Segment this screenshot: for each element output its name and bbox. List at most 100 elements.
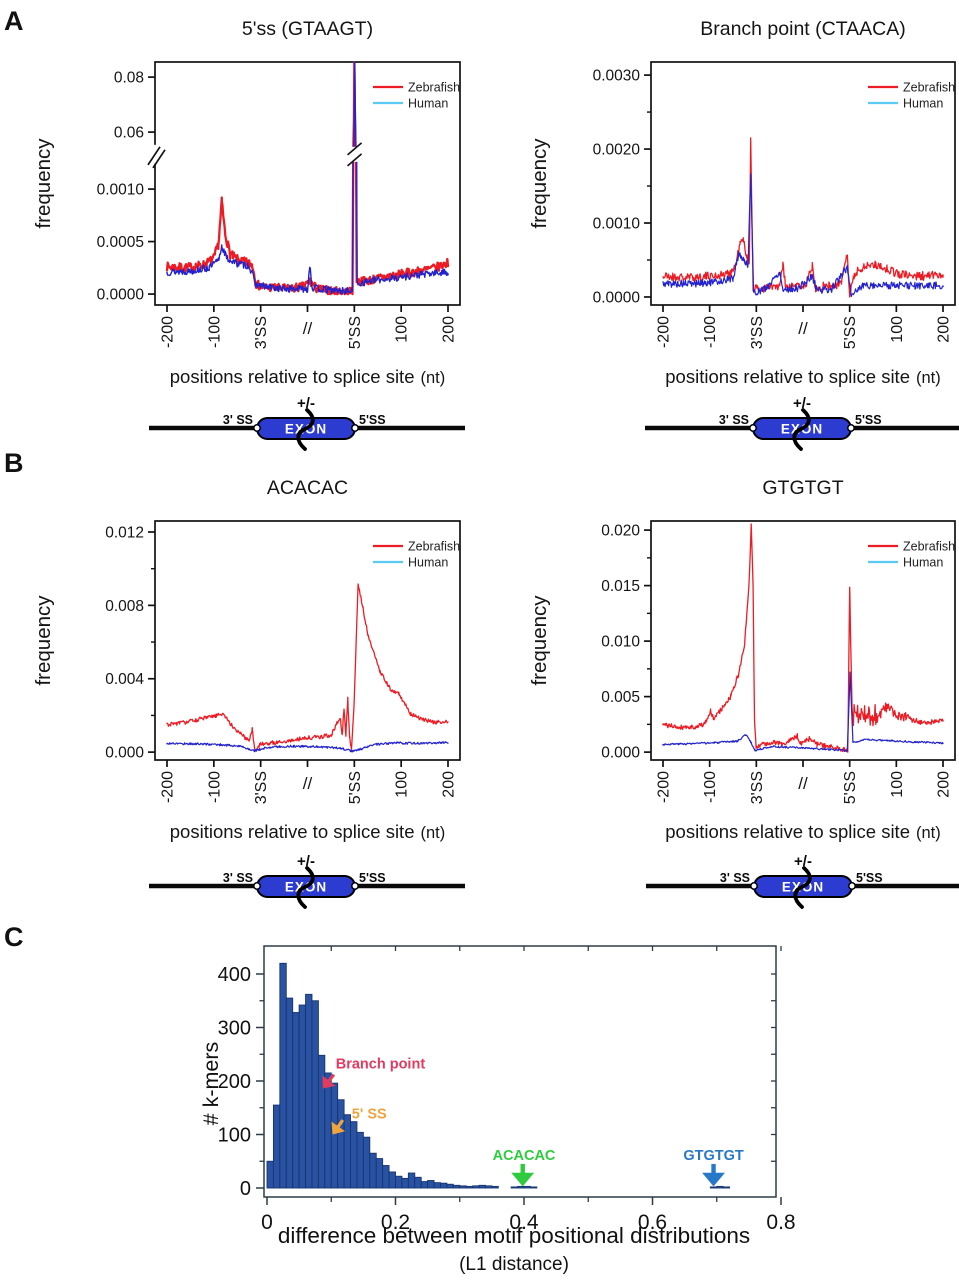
legend-label-human: Human xyxy=(408,556,448,570)
histogram-bar xyxy=(375,1158,384,1189)
exon-5ss-label: 5'SS xyxy=(359,871,386,885)
legend-label-zebrafish: Zebrafish xyxy=(408,81,460,95)
a_left-title: 5'ss (GTAAGT) xyxy=(242,18,373,40)
b_right-ytick-label: 0.020 xyxy=(601,523,640,540)
hist-xtick-label: 0.2 xyxy=(381,1211,410,1234)
b_left-xtick-label: -100 xyxy=(206,771,223,803)
chart-acacac: ACACAC frequency 0.000 0.004 0.008 0.012 -200 -… xyxy=(32,477,461,842)
a_right-series-human xyxy=(662,173,944,297)
histogram-bar xyxy=(395,1175,403,1189)
spike-break-gap xyxy=(349,146,360,162)
histogram-bar xyxy=(478,1184,486,1189)
annotation-arrow-head xyxy=(511,1172,535,1187)
histogram-bars xyxy=(266,962,731,1189)
b_left-xtick-label: 100 xyxy=(394,771,411,798)
exon-3ss-label: 3' SS xyxy=(223,413,253,427)
a_left-ytick-label: 0.06 xyxy=(114,125,144,142)
exon-5ss-label: 5'SS xyxy=(855,413,882,427)
a_right-series-zebrafish xyxy=(662,137,944,298)
histogram-bar xyxy=(472,1185,480,1189)
b_left-series-human xyxy=(166,741,449,753)
chart-kmer-histogram: 0 100 200 300 400 0 0.2 0.4 0.6 0.8 # k-mers differ… xyxy=(199,945,796,1275)
hist-ytick-label: 200 xyxy=(218,1071,251,1093)
splice-junction-dot xyxy=(749,424,757,432)
histogram-bar xyxy=(401,1177,409,1189)
splice-junction-dot xyxy=(351,424,359,432)
histogram-bar xyxy=(350,1121,358,1189)
exon-5ss-label: 5'SS xyxy=(856,871,883,885)
annotation-arrow-head xyxy=(322,1075,336,1089)
b_right-xtick-break: // xyxy=(798,774,808,793)
a_left-ytick-label: 0.0010 xyxy=(97,182,145,199)
legend-label-human: Human xyxy=(903,97,943,111)
exon-plus-minus-label: +/- xyxy=(297,853,315,870)
histogram-bar xyxy=(382,1165,390,1189)
splice-junction-dot xyxy=(847,424,855,432)
annotation-label: Branch point xyxy=(336,1057,426,1073)
a_left-ytick-label: 0.0005 xyxy=(97,234,144,251)
histogram-bar xyxy=(311,1000,319,1189)
spike-break-slash xyxy=(347,153,363,167)
chart-branch-point: Branch point (CTAACA) frequency 0.0000 0.00… xyxy=(528,18,956,387)
b_left-ytick-label: 0.012 xyxy=(105,525,144,542)
annotation-label: 5' SS xyxy=(352,1106,387,1122)
splice-junction-dot xyxy=(253,882,261,890)
b_right-ytick-label: 0.000 xyxy=(601,745,640,762)
histogram-bar xyxy=(517,1185,525,1189)
annotation-arrow-head xyxy=(331,1121,346,1135)
histogram-bar xyxy=(446,1183,454,1189)
histogram-bar xyxy=(452,1184,461,1189)
splice-junction-dot xyxy=(351,882,359,890)
b_right-xtick-label: 200 xyxy=(936,771,953,798)
a_right-ytick-label: 0.0020 xyxy=(593,142,641,159)
b_left-xlabel: positions relative to splice site (nt) xyxy=(170,821,445,842)
b_left-ytick-label: 0.004 xyxy=(105,671,144,688)
histogram-bar xyxy=(407,1172,416,1189)
histogram-bar xyxy=(369,1152,377,1189)
histogram-bar xyxy=(330,1082,339,1189)
hist-xtick-label: 0.8 xyxy=(766,1211,795,1234)
b_left-ytick-label: 0.008 xyxy=(105,598,144,615)
exon-plus-minus-label: +/- xyxy=(794,853,812,870)
hist-xtick-label: 0.4 xyxy=(509,1211,539,1234)
exon-3ss-label: 3' SS xyxy=(223,871,253,885)
histogram-bar xyxy=(510,1186,519,1189)
b_left-xtick-break: // xyxy=(303,774,313,793)
histogram-bar xyxy=(433,1182,441,1189)
b_right-series-zebrafish xyxy=(662,523,944,753)
chart-5ss-gtaagt: 5'ss (GTAAGT) frequency 0.0000 0.0005 0.0010… xyxy=(32,18,461,387)
legend-label-human: Human xyxy=(903,556,943,570)
hist-ylabel: # k-mers xyxy=(199,1042,223,1126)
hist-ytick-label: 400 xyxy=(218,964,251,986)
histogram-bar xyxy=(529,1186,538,1189)
histogram-bar xyxy=(337,1099,345,1189)
b_right-title: GTGTGT xyxy=(762,477,843,499)
axis-break-slash xyxy=(147,146,161,166)
exon-break-mark xyxy=(793,866,812,909)
splice-junction-dot xyxy=(253,424,261,432)
hist-xlabel-units: (L1 distance) xyxy=(459,1254,569,1275)
b_right-xtick-label: -100 xyxy=(702,771,719,803)
histogram-bar xyxy=(343,1114,351,1189)
splice-junction-dot xyxy=(848,882,856,890)
histogram-bar xyxy=(440,1182,448,1189)
a_right-ylabel: frequency xyxy=(528,138,551,229)
a_left-series-zebrafish xyxy=(165,61,450,296)
a_left-xtick-label: -200 xyxy=(160,316,177,348)
a_right-xtick-break: // xyxy=(798,319,808,338)
hist-ytick-label: 100 xyxy=(218,1125,251,1147)
b_left-xtick-label: -200 xyxy=(160,771,177,803)
b_left-ytick-label: 0.000 xyxy=(105,745,144,762)
b_left-title: ACACAC xyxy=(267,477,348,499)
b_left-xtick-label: 200 xyxy=(441,771,458,798)
panel-label-c: C xyxy=(4,922,24,952)
annotation-5-ss: 5' SS xyxy=(331,1106,387,1135)
axis-break-slash xyxy=(152,149,166,169)
histogram-bar xyxy=(279,962,287,1189)
hist-ytick-label: 0 xyxy=(240,1178,251,1200)
exon-plus-minus-label: +/- xyxy=(297,395,315,412)
